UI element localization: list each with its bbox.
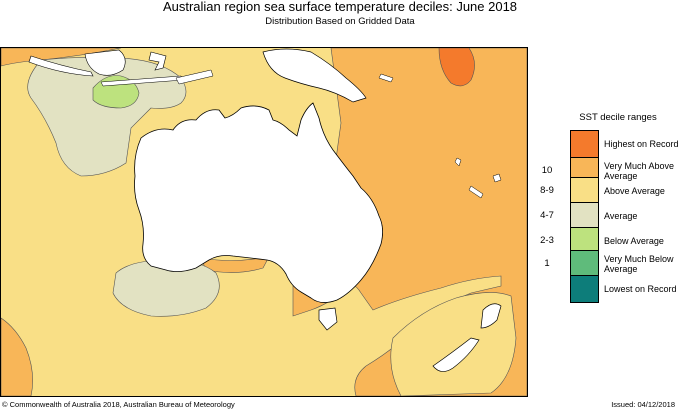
legend-swatch (570, 250, 599, 278)
legend-swatch (570, 130, 599, 158)
legend-range: 1 (544, 258, 550, 269)
land-nz-south (432, 337, 480, 372)
legend-range: 10 (541, 165, 553, 176)
copyright-notice: © Commonwealth of Australia 2018, Austra… (2, 400, 235, 409)
legend-swatch (570, 275, 599, 303)
region-very-much-above-average-sw (1, 317, 33, 396)
land-nz-north (480, 303, 502, 329)
legend-item-very-much-below-average: 1 Very Much Below Average (524, 250, 680, 278)
legend-item-lowest-on-record: Lowest on Record (524, 275, 680, 303)
legend-label: Lowest on Record (604, 284, 677, 294)
legend-item-above-average: 8-9 Above Average (524, 177, 680, 205)
land-tasmania (318, 307, 338, 331)
land-new-guinea (262, 48, 367, 103)
land-timor (175, 69, 214, 85)
legend-range (524, 275, 570, 303)
map-canvas (1, 48, 527, 396)
region-average-north (27, 57, 187, 177)
land-borneo (84, 49, 126, 76)
land-vanuatu (454, 157, 462, 167)
land-sulawesi (148, 51, 167, 71)
legend-range: 4-7 (540, 210, 554, 221)
land-solomon (378, 73, 394, 83)
legend-swatch (570, 202, 599, 230)
legend-label: Very Much Below Average (604, 254, 674, 274)
land-new-caledonia (468, 185, 484, 199)
legend-title: SST decile ranges (579, 112, 657, 123)
legend-range: 2-3 (540, 235, 554, 246)
land-java (28, 55, 94, 77)
legend-range: 8-9 (540, 185, 554, 196)
legend-label: Highest on Record (604, 139, 679, 149)
legend-label: Average (604, 211, 638, 221)
land-fiji (492, 173, 502, 183)
legend-item-average: 4-7 Average (524, 202, 680, 230)
legend-range (524, 130, 570, 158)
legend-label: Below Average (604, 236, 664, 246)
region-very-much-above-average-bight (200, 252, 272, 273)
region-highest-on-record (438, 48, 475, 87)
map-subtitle: Distribution Based on Gridded Data (265, 16, 415, 27)
legend-label: Very Much Above Average (604, 161, 675, 181)
issued-date: Issued: 04/12/2018 (611, 400, 675, 409)
sst-decile-map (0, 47, 528, 397)
legend-swatch (570, 177, 599, 205)
legend-item-highest-on-record: Highest on Record (524, 130, 680, 158)
map-title: Australian region sea surface temperatur… (162, 0, 518, 14)
legend-label: Above Average (604, 186, 665, 196)
land-australia (134, 102, 383, 303)
